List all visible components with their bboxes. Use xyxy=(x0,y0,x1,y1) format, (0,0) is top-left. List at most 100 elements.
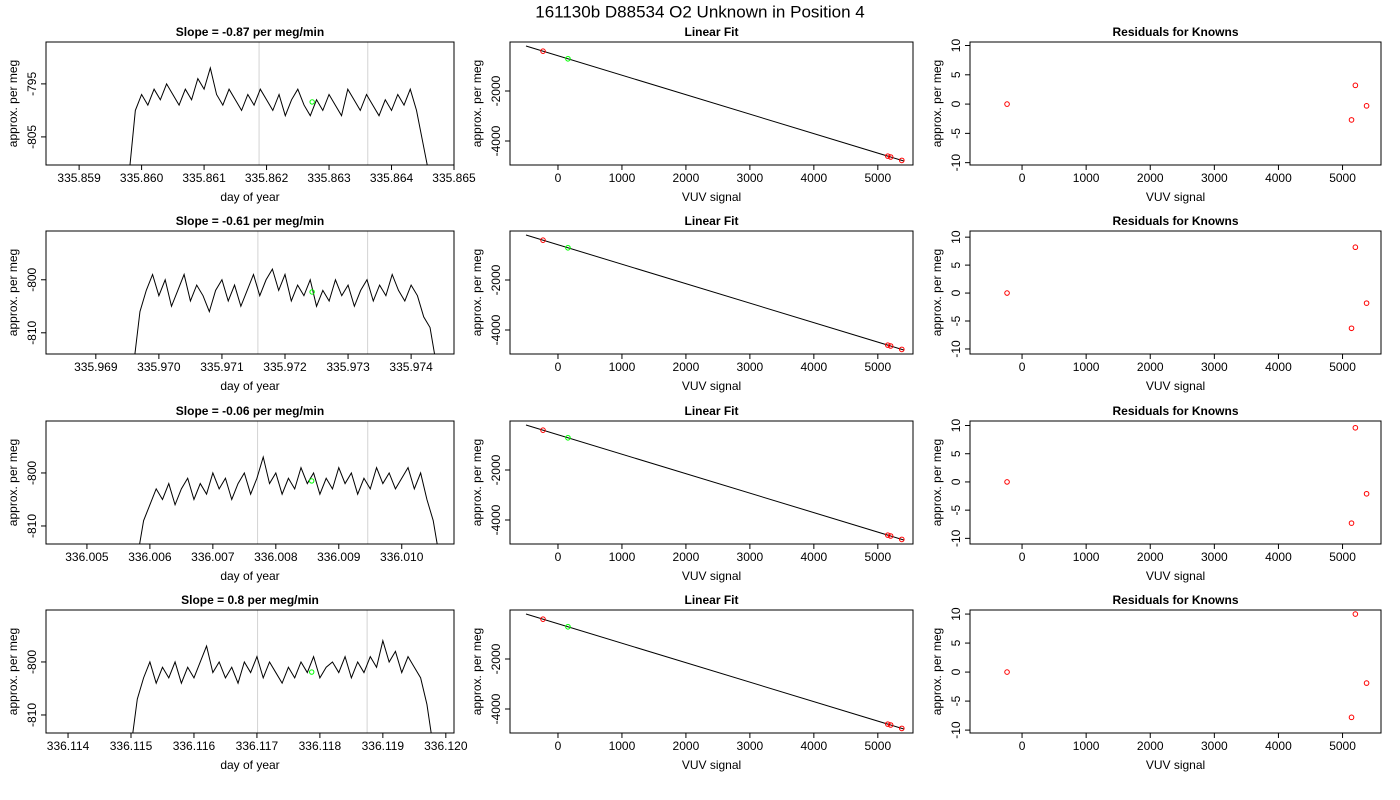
x-axis-label: day of year xyxy=(220,758,279,772)
x-axis-label: VUV signal xyxy=(682,569,741,583)
y-axis-label: approx. per meg xyxy=(6,628,20,715)
x-tick-label: 335.972 xyxy=(263,360,307,374)
x-tick-label: 0 xyxy=(1019,739,1026,753)
y-tick-label: -10 xyxy=(949,721,963,739)
y-tick-label: -800 xyxy=(25,267,39,291)
panel: Residuals for Knowns VUV signal approx. pe… xyxy=(930,593,1382,772)
y-tick-label: 5 xyxy=(949,261,963,268)
y-tick-label: 0 xyxy=(949,668,963,675)
x-axis-label: VUV signal xyxy=(1146,190,1205,204)
panel-title: Linear Fit xyxy=(684,214,738,228)
y-tick-label: 0 xyxy=(949,478,963,485)
x-axis-label: VUV signal xyxy=(682,758,741,772)
x-tick-label: 0 xyxy=(555,171,562,185)
y-tick-label: 0 xyxy=(949,100,963,107)
marker-point xyxy=(309,478,315,484)
x-tick-label: 3000 xyxy=(1201,739,1228,753)
x-tick-label: 336.115 xyxy=(110,739,153,753)
y-axis-label: approx. per meg xyxy=(930,60,944,147)
y-tick-label: 0 xyxy=(949,289,963,296)
panel-title: Residuals for Knowns xyxy=(1112,214,1238,228)
y-tick-label: -2000 xyxy=(489,75,503,106)
plot-frame xyxy=(969,41,1382,166)
y-tick-label: -2000 xyxy=(489,264,503,295)
point xyxy=(565,244,571,251)
x-tick-label: 2000 xyxy=(673,739,700,753)
x-tick-label: 336.119 xyxy=(362,739,405,753)
y-axis-label: approx. per meg xyxy=(470,439,484,526)
y-tick-label: -805 xyxy=(25,125,39,149)
x-tick-label: 335.973 xyxy=(326,360,370,374)
plot-frame xyxy=(969,420,1382,545)
plot-frame xyxy=(969,609,1382,734)
y-tick-label: 5 xyxy=(949,71,963,78)
y-tick-label: -810 xyxy=(25,320,39,344)
panel: Slope = 0.8 per meg/min day of year approx… xyxy=(6,593,468,772)
x-tick-label: 1000 xyxy=(609,739,636,753)
x-tick-label: 2000 xyxy=(1137,550,1164,564)
y-tick-label: -795 xyxy=(25,72,39,96)
y-tick-label: 10 xyxy=(949,39,963,53)
panel-title: Residuals for Knowns xyxy=(1112,404,1238,418)
x-tick-label: 1000 xyxy=(609,171,636,185)
fit-line xyxy=(525,234,904,351)
y-tick-label: 10 xyxy=(949,607,963,621)
y-tick-label: 5 xyxy=(949,450,963,457)
y-axis-label: approx. per meg xyxy=(6,439,20,526)
fit-line xyxy=(525,45,904,162)
point xyxy=(1004,290,1010,296)
point xyxy=(1363,103,1370,109)
x-tick-label: 5000 xyxy=(864,360,891,374)
x-tick-label: 335.860 xyxy=(120,171,164,185)
point xyxy=(1352,244,1359,251)
point xyxy=(540,616,546,622)
series-line xyxy=(129,66,428,165)
x-tick-label: 4000 xyxy=(1265,550,1292,564)
point xyxy=(884,721,891,727)
x-tick-label: 1000 xyxy=(609,360,636,374)
plot-frame xyxy=(509,420,914,545)
x-tick-label: 5000 xyxy=(1329,550,1356,564)
y-axis-label: approx. per meg xyxy=(930,628,944,715)
plot-frame xyxy=(969,230,1382,355)
x-tick-label: 5000 xyxy=(1329,171,1356,185)
x-tick-label: 3000 xyxy=(1201,360,1228,374)
x-tick-label: 3000 xyxy=(737,739,764,753)
y-tick-label: -10 xyxy=(949,154,963,172)
point xyxy=(1352,82,1359,89)
point xyxy=(899,725,905,732)
plot-frame xyxy=(45,41,455,166)
y-axis-label: approx. per meg xyxy=(930,439,944,526)
figure-title: 161130b D88534 O2 Unknown in Position 4 xyxy=(535,2,865,21)
x-tick-label: 4000 xyxy=(800,360,827,374)
point xyxy=(540,237,546,243)
x-tick-label: 5000 xyxy=(1329,739,1356,753)
panel: Residuals for Knowns VUV signal approx. pe… xyxy=(930,404,1382,583)
x-tick-label: 335.865 xyxy=(432,171,476,185)
x-axis-label: VUV signal xyxy=(1146,569,1205,583)
x-tick-label: 335.969 xyxy=(74,360,118,374)
y-tick-label: -4000 xyxy=(489,314,503,345)
panel-title: Residuals for Knowns xyxy=(1112,25,1238,39)
x-tick-label: 4000 xyxy=(1265,171,1292,185)
panel-title: Slope = -0.06 per meg/min xyxy=(176,404,324,418)
marker-point xyxy=(309,669,315,675)
x-tick-label: 5000 xyxy=(1329,360,1356,374)
panel-title: Slope = -0.61 per meg/min xyxy=(176,214,324,228)
point xyxy=(565,434,571,441)
y-tick-label: -4000 xyxy=(489,125,503,156)
y-tick-label: 10 xyxy=(949,419,963,433)
x-tick-label: 336.010 xyxy=(380,550,424,564)
x-tick-label: 335.863 xyxy=(307,171,351,185)
x-tick-label: 335.861 xyxy=(182,171,226,185)
series-line xyxy=(139,455,438,544)
panel-title: Slope = -0.87 per meg/min xyxy=(176,25,324,39)
point xyxy=(1348,117,1355,123)
x-tick-label: 335.971 xyxy=(200,360,244,374)
x-tick-label: 336.114 xyxy=(47,739,90,753)
point xyxy=(1363,490,1370,497)
x-axis-label: VUV signal xyxy=(1146,758,1205,772)
point xyxy=(887,343,894,349)
point xyxy=(884,532,891,538)
